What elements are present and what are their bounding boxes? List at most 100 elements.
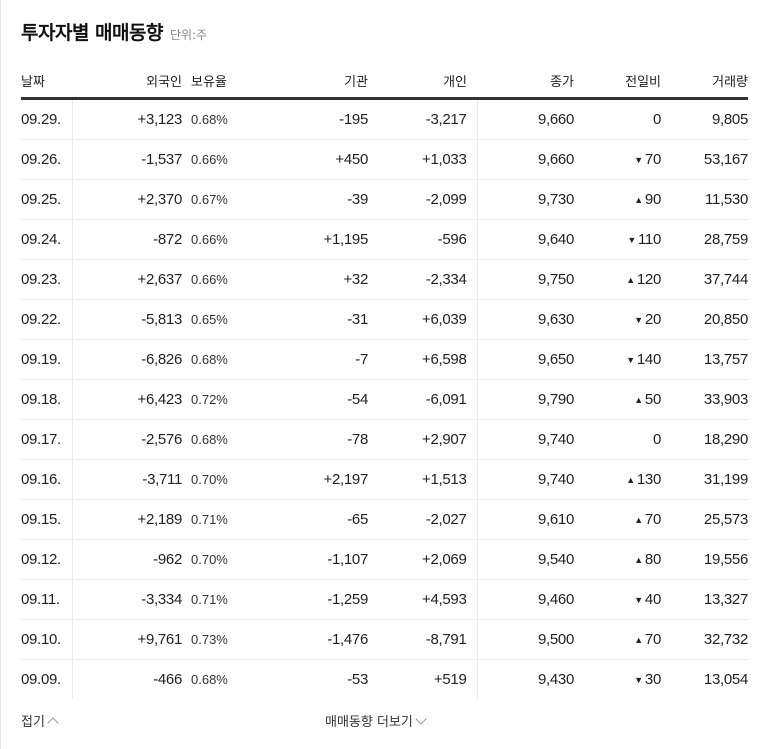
left-border bbox=[0, 0, 1, 749]
cell-volume: 28,759 bbox=[661, 219, 748, 260]
cell-foreign: +3,123 bbox=[72, 98, 182, 140]
change-arrow-icon: ▲ bbox=[634, 395, 643, 405]
cell-volume: 13,054 bbox=[703, 671, 748, 688]
cell-foreign: -3,711 bbox=[72, 459, 182, 500]
change-arrow-icon: ▲ bbox=[634, 195, 643, 205]
cell-date: 09.26. bbox=[21, 139, 73, 180]
cell-institution: -54 bbox=[252, 379, 368, 420]
cell-ownership: 0.65% bbox=[182, 299, 252, 340]
cell-foreign: +2,189 bbox=[72, 499, 182, 540]
cell-volume: 25,573 bbox=[661, 499, 748, 540]
cell-volume: 20,850 bbox=[661, 299, 748, 340]
investor-trades-table: 날짜 외국인 보유율 기관 개인 종가 전일비 거래량 09.29. +3,12… bbox=[21, 64, 748, 699]
change-arrow-icon: ▲ bbox=[626, 275, 635, 285]
cell-individual: -3,217 bbox=[368, 98, 478, 140]
change-arrow-icon: ▼ bbox=[627, 235, 636, 245]
chevron-up-icon bbox=[47, 716, 59, 729]
cell-change: ▼ 140 bbox=[574, 339, 661, 380]
cell-close: 9,660 bbox=[477, 139, 574, 180]
cell-close: 9,430 bbox=[537, 671, 574, 688]
col-change: 전일비 bbox=[574, 64, 661, 100]
cell-individual: -6,091 bbox=[368, 379, 478, 420]
change-arrow-icon: ▲ bbox=[634, 515, 643, 525]
cell-volume: 11,530 bbox=[661, 179, 748, 220]
cell-individual: -2,099 bbox=[368, 179, 478, 220]
cell-close: 9,740 bbox=[477, 419, 574, 460]
cell-institution: +2,197 bbox=[252, 459, 368, 500]
cell-close: 9,660 bbox=[477, 98, 574, 140]
cell-date: 09.12. bbox=[21, 539, 73, 580]
table-row: 09.26. -1,537 0.66% +450 +1,033 9,660 ▼ 7… bbox=[21, 139, 748, 180]
cell-change: ▼ 40 bbox=[574, 579, 661, 620]
cell-foreign: -5,813 bbox=[72, 299, 182, 340]
cell-change: ▼ 110 bbox=[574, 219, 661, 260]
cell-individual: -2,334 bbox=[368, 259, 478, 300]
change-arrow-icon: ▼ bbox=[634, 315, 643, 325]
table-row: 09.24. -872 0.66% +1,195 -596 9,640 ▼ 110… bbox=[21, 219, 748, 260]
cell-institution: -65 bbox=[252, 499, 368, 540]
cell-individual: +2,907 bbox=[368, 419, 478, 460]
col-date: 날짜 bbox=[21, 64, 72, 100]
cell-institution: +1,195 bbox=[252, 219, 368, 260]
cell-institution: -7 bbox=[252, 339, 368, 380]
cell-close: 9,640 bbox=[477, 219, 574, 260]
cell-ownership: 0.66% bbox=[182, 219, 252, 260]
cell-date: 09.15. bbox=[21, 499, 73, 540]
cell-ownership: 0.68% bbox=[182, 339, 252, 380]
table-row: 09.15. +2,189 0.71% -65 -2,027 9,610 ▲ 70… bbox=[21, 499, 748, 540]
cell-close: 9,730 bbox=[477, 179, 574, 220]
cell-institution: -31 bbox=[252, 299, 368, 340]
fold-button[interactable]: 접기 bbox=[21, 711, 59, 730]
table-row: 09.12. -962 0.70% -1,107 +2,069 9,540 ▲ 8… bbox=[21, 539, 748, 580]
cell-volume: 13,757 bbox=[661, 339, 748, 380]
cell-volume: 31,199 bbox=[661, 459, 748, 500]
cell-ownership: 0.73% bbox=[182, 619, 252, 660]
cell-close: 9,790 bbox=[477, 379, 574, 420]
cell-individual: -8,791 bbox=[368, 619, 478, 660]
cell-foreign: +9,761 bbox=[72, 619, 182, 660]
col-institution: 기관 bbox=[252, 64, 368, 100]
change-value: 80 bbox=[644, 551, 661, 568]
change-value: 0 bbox=[652, 111, 661, 128]
change-arrow-icon: ▲ bbox=[634, 635, 643, 645]
change-value: 20 bbox=[644, 311, 661, 328]
chevron-down-icon bbox=[415, 712, 427, 725]
cell-close: 9,610 bbox=[477, 499, 574, 540]
cell-date: 09.22. bbox=[21, 299, 73, 340]
table-row: 09.17. -2,576 0.68% -78 +2,907 9,740 0 1… bbox=[21, 419, 748, 460]
cell-foreign: -466 bbox=[153, 671, 182, 688]
cell-ownership: 0.67% bbox=[182, 179, 252, 220]
table-row: 09.11. -3,334 0.71% -1,259 +4,593 9,460 … bbox=[21, 579, 748, 620]
cell-close: 9,540 bbox=[477, 539, 574, 580]
table-row: 09.29. +3,123 0.68% -195 -3,217 9,660 0 … bbox=[21, 98, 748, 140]
change-arrow-icon: ▲ bbox=[634, 555, 643, 565]
cell-volume: 19,556 bbox=[661, 539, 748, 580]
col-individual: 개인 bbox=[368, 64, 477, 100]
cell-date: 09.23. bbox=[21, 259, 73, 300]
change-value: 70 bbox=[644, 631, 661, 648]
change-value: 110 bbox=[637, 231, 661, 248]
more-trades-button[interactable]: 매매동향 더보기 bbox=[325, 711, 427, 730]
table-row: 09.16. -3,711 0.70% +2,197 +1,513 9,740 … bbox=[21, 459, 748, 500]
cell-foreign: -872 bbox=[72, 219, 182, 260]
cell-foreign: -1,537 bbox=[72, 139, 182, 180]
cell-volume: 33,903 bbox=[661, 379, 748, 420]
cell-ownership: 0.68% bbox=[191, 672, 228, 687]
cell-close: 9,740 bbox=[477, 459, 574, 500]
cell-volume: 18,290 bbox=[661, 419, 748, 460]
cell-foreign: -6,826 bbox=[72, 339, 182, 380]
cell-individual: +519 bbox=[368, 659, 478, 699]
table-footer: 접기 매매동향 더보기 bbox=[0, 711, 768, 733]
change-value: 30 bbox=[644, 671, 661, 688]
cell-date: 09.16. bbox=[21, 459, 73, 500]
change-value: 120 bbox=[636, 271, 661, 288]
more-label: 매매동향 더보기 bbox=[325, 715, 413, 730]
cell-foreign: -962 bbox=[72, 539, 182, 580]
table-row: 09.19. -6,826 0.68% -7 +6,598 9,650 ▼ 140… bbox=[21, 339, 748, 380]
cell-foreign: -3,334 bbox=[72, 579, 182, 620]
table-row: 09.10. +9,761 0.73% -1,476 -8,791 9,500 … bbox=[21, 619, 748, 660]
change-arrow-icon: ▼ bbox=[634, 595, 643, 605]
change-value: 90 bbox=[644, 191, 661, 208]
change-value: 40 bbox=[644, 591, 661, 608]
change-arrow-icon: ▼ bbox=[634, 155, 643, 165]
